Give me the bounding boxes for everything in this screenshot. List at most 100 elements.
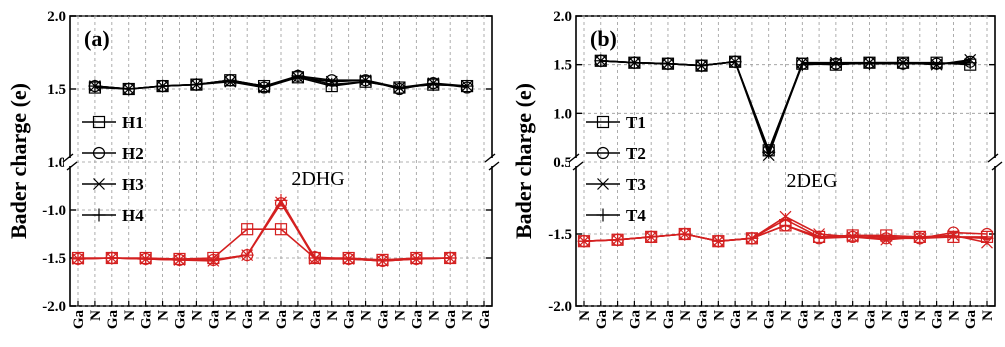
xtick-label: N [611, 310, 627, 321]
legend: T1 T2 T3 T4 [586, 113, 646, 225]
xtick-label: Ga [206, 310, 222, 330]
legend-label: T1 [626, 113, 646, 132]
ytick-label: 1.5 [553, 58, 572, 74]
xtick-label: N [223, 310, 239, 321]
xtick-label: Ga [695, 310, 711, 330]
xtick-label: Ga [795, 310, 811, 330]
xtick-label: Ga [342, 310, 358, 330]
xtick-label: N [122, 310, 138, 321]
panel-b: 0.51.01.52.0-2.0-1.5N Ga N Ga N Ga N Ga N Ga N Ga N G… [511, 9, 1003, 330]
xtick-label: N [156, 310, 172, 321]
ytick-label: 1.5 [47, 82, 66, 98]
xtick-label: Ga [594, 310, 610, 330]
ytick-label: -1.5 [548, 227, 572, 243]
xtick-label: Ga [930, 310, 946, 330]
legend-marker [596, 146, 610, 160]
panel-label: (b) [590, 26, 617, 51]
legend-item: T4 [586, 206, 646, 225]
series-T4 [594, 54, 977, 159]
xtick-label: N [291, 310, 307, 321]
legend-label: H2 [122, 144, 144, 163]
legend-label: H3 [122, 175, 144, 194]
xtick-label: N [257, 310, 273, 321]
xtick-label: N [88, 310, 104, 321]
panel-a: 1.01.52.0-2.0-1.5-1.0Ga N Ga N Ga N Ga N Ga N Ga N G… [6, 9, 500, 330]
xtick-label: N [392, 310, 408, 321]
xtick-label: Ga [376, 310, 392, 330]
ytick-label: -1.0 [42, 203, 66, 219]
xtick-label: N [577, 310, 593, 321]
xtick-label: Ga [105, 310, 121, 330]
xtick-label: N [812, 310, 828, 321]
ytick-label: -2.0 [42, 299, 66, 315]
legend-marker [596, 115, 610, 129]
legend-marker-b [597, 178, 609, 190]
xtick-label: N [426, 310, 442, 321]
legend-item: H2 [82, 144, 144, 163]
xtick-label: N [745, 310, 761, 321]
xtick-label: Ga [728, 310, 744, 330]
xtick-label: N [711, 310, 727, 321]
legend-marker-b [93, 178, 105, 190]
ytick-label: -1.5 [42, 251, 66, 267]
xtick-label: N [913, 310, 929, 321]
legend-item: T1 [586, 113, 646, 132]
series-lower-4 [71, 193, 457, 268]
xtick-label: N [189, 310, 205, 321]
xtick-label: Ga [308, 310, 324, 330]
axis-break-mark [572, 161, 584, 171]
xtick-label: N [846, 310, 862, 321]
xtick-label: N [779, 310, 795, 321]
legend-item: H3 [82, 175, 144, 194]
xtick-label: Ga [139, 310, 155, 330]
legend-item: T3 [586, 175, 646, 194]
y-axis-title: Bader charge (e) [6, 83, 31, 239]
annotation-label: 2DEG [786, 170, 837, 192]
xtick-label: Ga [477, 310, 493, 330]
xtick-label: Ga [627, 310, 643, 330]
axis-break-gap [989, 158, 1001, 166]
axis-break-gap [486, 158, 498, 166]
ytick-label: 0.5 [553, 155, 572, 171]
axis-break-mark [991, 161, 1003, 171]
panel-label: (a) [84, 26, 110, 51]
legend-item: H1 [82, 113, 144, 132]
legend-marker [92, 115, 106, 129]
legend-label: T3 [626, 175, 646, 194]
series-H3 [88, 71, 474, 95]
xtick-label: N [946, 310, 962, 321]
series-lower-4 [577, 213, 994, 248]
xtick-label: N [678, 310, 694, 321]
axis-break-gap [64, 158, 76, 166]
xtick-label: Ga [896, 310, 912, 330]
axis-break-mark [568, 153, 580, 163]
ytick-label: 2.0 [47, 9, 66, 25]
series-H4 [88, 69, 474, 96]
xtick-label: Ga [443, 310, 459, 330]
ytick-label: 1.0 [47, 155, 66, 171]
axis-break-mark [66, 161, 78, 171]
xtick-label: Ga [274, 310, 290, 330]
ytick-label: -2.0 [548, 299, 572, 315]
legend: H1 H2 H3 H4 [82, 113, 144, 225]
xtick-label: Ga [409, 310, 425, 330]
xtick-label: Ga [240, 310, 256, 330]
axis-break-mark [484, 153, 496, 163]
legend-label: T4 [626, 206, 646, 225]
axis-break-gap [570, 158, 582, 166]
xtick-label: Ga [661, 310, 677, 330]
xtick-label: Ga [963, 310, 979, 330]
xtick-label: Ga [862, 310, 878, 330]
legend-label: T2 [626, 144, 646, 163]
legend-label: H4 [122, 206, 144, 225]
axis-break-mark [987, 153, 999, 163]
xtick-label: Ga [71, 310, 87, 330]
y-axis-title: Bader charge (e) [511, 83, 536, 239]
xtick-label: Ga [173, 310, 189, 330]
xtick-label: N [980, 310, 996, 321]
axis-break-mark [62, 153, 74, 163]
xtick-label: N [460, 310, 476, 321]
ytick-label: 2.0 [553, 9, 572, 25]
xtick-label: N [644, 310, 660, 321]
axis-break-mark [488, 161, 500, 171]
